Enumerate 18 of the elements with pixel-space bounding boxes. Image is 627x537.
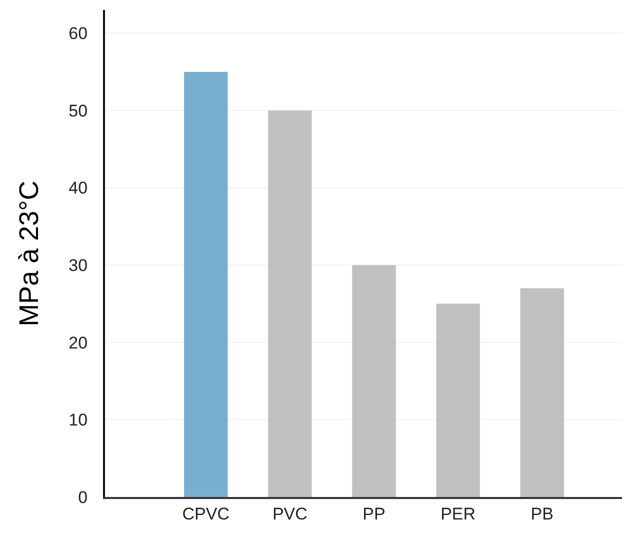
y-tick-label: 40 bbox=[68, 178, 88, 198]
x-tick-label: PVC bbox=[272, 504, 308, 524]
y-tick-label: 30 bbox=[68, 256, 88, 276]
y-tick-label: 0 bbox=[78, 488, 88, 507]
x-tick-label: PP bbox=[362, 504, 386, 524]
bar bbox=[520, 288, 564, 497]
y-tick-label: 50 bbox=[68, 101, 88, 120]
x-tick-label: CPVC bbox=[182, 504, 230, 524]
y-tick-label: 20 bbox=[68, 333, 88, 352]
y-tick-label: 10 bbox=[68, 410, 88, 430]
x-tick-label: PER bbox=[440, 504, 476, 524]
bar bbox=[268, 110, 312, 497]
y-axis-title: MPa à 23°C bbox=[14, 180, 44, 326]
bar bbox=[436, 304, 480, 497]
bar bbox=[184, 72, 228, 497]
y-tick-label: 60 bbox=[68, 24, 88, 44]
x-tick-label: PB bbox=[530, 504, 554, 524]
bar bbox=[352, 265, 396, 497]
